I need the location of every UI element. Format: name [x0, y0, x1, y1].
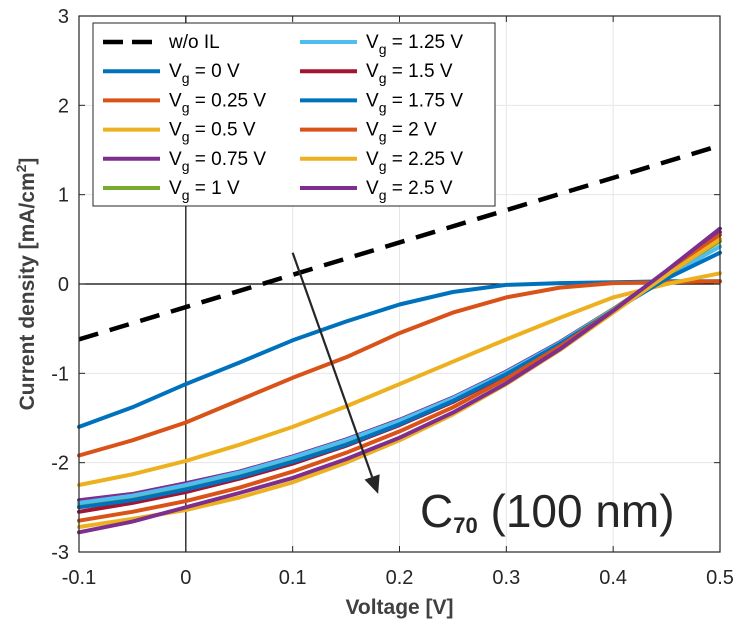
y-tick-label-1: -2 [51, 453, 69, 475]
legend-label-main-4: V [169, 149, 182, 170]
x-ticks: -0.1 0 0.1 0.2 0.3 0.4 0.5 [62, 16, 734, 589]
legend-label-sub-11: g [379, 187, 387, 203]
legend-label-sub-8: g [379, 99, 387, 115]
legend-label-rest-8: = 1.75 V [386, 90, 463, 111]
legend-label-rest-10: = 2.25 V [386, 149, 463, 170]
legend-label-6: Vg = 1.25 V [366, 32, 463, 57]
legend-label-rest-1: = 0 V [189, 61, 239, 82]
legend-label-sub-3: g [182, 129, 190, 145]
series-line-3 [77, 271, 722, 487]
y-tick-label-0: -3 [51, 542, 69, 564]
legend-label-main-6: V [366, 32, 379, 53]
legend-box [92, 22, 496, 207]
legend-label-sub-4: g [182, 158, 190, 174]
arrow [291, 252, 380, 494]
legend-label-rest-3: = 0.5 V [189, 120, 255, 141]
legend-label-8: Vg = 1.75 V [366, 90, 463, 115]
legend-label-rest-5: = 1 V [189, 178, 239, 199]
y-axis-label-sup: 2 [13, 164, 29, 172]
legend-label-rest-2: = 0.25 V [189, 90, 266, 111]
y-axis-label-end: ] [16, 158, 39, 165]
x-tick-label-4: 0.3 [492, 567, 520, 589]
legend-label-main-3: V [169, 120, 182, 141]
x-tick-label-5: 0.4 [599, 567, 627, 589]
chart-annotation: C70 (100 nm) [420, 485, 675, 538]
legend-label-10: Vg = 2.25 V [366, 149, 463, 174]
legend-label-main-10: V [366, 149, 379, 170]
legend-label-rest-9: = 2 V [386, 120, 436, 141]
legend-label-9: Vg = 2 V [366, 120, 437, 145]
legend-label-rest-4: = 0.75 V [189, 149, 266, 170]
legend-label-sub-5: g [182, 187, 190, 203]
x-tick-label-0: -0.1 [62, 567, 96, 589]
trend-arrow-head [364, 474, 380, 494]
x-tick-label-6: 0.5 [706, 567, 734, 589]
y-tick-label-5: 2 [58, 95, 69, 117]
y-tick-label-2: -1 [51, 363, 69, 385]
legend-label-main-5: V [169, 178, 182, 199]
legend-label-rest-7: = 1.5 V [386, 61, 452, 82]
y-tick-label-6: 3 [58, 6, 69, 28]
x-tick-label-3: 0.2 [386, 567, 414, 589]
annotation-main: C [420, 485, 453, 537]
legend-label-sub-7: g [379, 70, 387, 86]
legend-label-main-1: V [169, 61, 182, 82]
legend-label-rest-6: = 1.25 V [386, 32, 463, 53]
legend-label-0: w/o IL [168, 32, 220, 53]
legend-label-sub-6: g [379, 41, 387, 57]
series-line-11 [77, 226, 722, 535]
legend-label-5: Vg = 1 V [169, 178, 240, 203]
legend-label-sub-1: g [182, 70, 190, 86]
legend-label-sub-2: g [182, 99, 190, 115]
legend-label-11: Vg = 2.5 V [366, 178, 453, 203]
legend-label-main-9: V [366, 120, 379, 141]
legend-label-3: Vg = 0.5 V [169, 120, 256, 145]
legend-label-4: Vg = 0.75 V [169, 149, 266, 174]
annotation-rest: (100 nm) [478, 485, 675, 537]
legend-label-main-8: V [366, 90, 379, 111]
series-line-0 [78, 143, 721, 342]
series-line-2 [77, 279, 722, 458]
y-axis-label-main: Current density [mA/cm [16, 172, 39, 410]
y-tick-label-3: 0 [58, 274, 69, 296]
x-axis-label: Voltage [V] [345, 596, 453, 619]
trend-arrow-shaft [291, 252, 374, 478]
legend-label-main-7: V [366, 61, 379, 82]
y-ticks: -3 -2 -1 0 1 2 3 [51, 6, 720, 564]
legend-label-7: Vg = 1.5 V [366, 61, 453, 86]
legend-label-main-0: w/o IL [168, 32, 220, 53]
legend-label-rest-11: = 2.5 V [386, 178, 452, 199]
legend-label-2: Vg = 0.25 V [169, 90, 266, 115]
legend-label-sub-9: g [379, 129, 387, 145]
legend-label-1: Vg = 0 V [169, 61, 240, 86]
annotation-sub: 70 [453, 513, 477, 538]
legend-label-main-11: V [366, 178, 379, 199]
x-tick-label-2: 0.1 [279, 567, 307, 589]
y-axis-label: Current density [mA/cm2] [13, 158, 39, 411]
legend-label-sub-10: g [379, 158, 387, 174]
x-tick-label-1: 0 [180, 567, 191, 589]
legend-label-main-2: V [169, 90, 182, 111]
series-lines [77, 143, 722, 535]
y-tick-label-4: 1 [58, 185, 69, 207]
